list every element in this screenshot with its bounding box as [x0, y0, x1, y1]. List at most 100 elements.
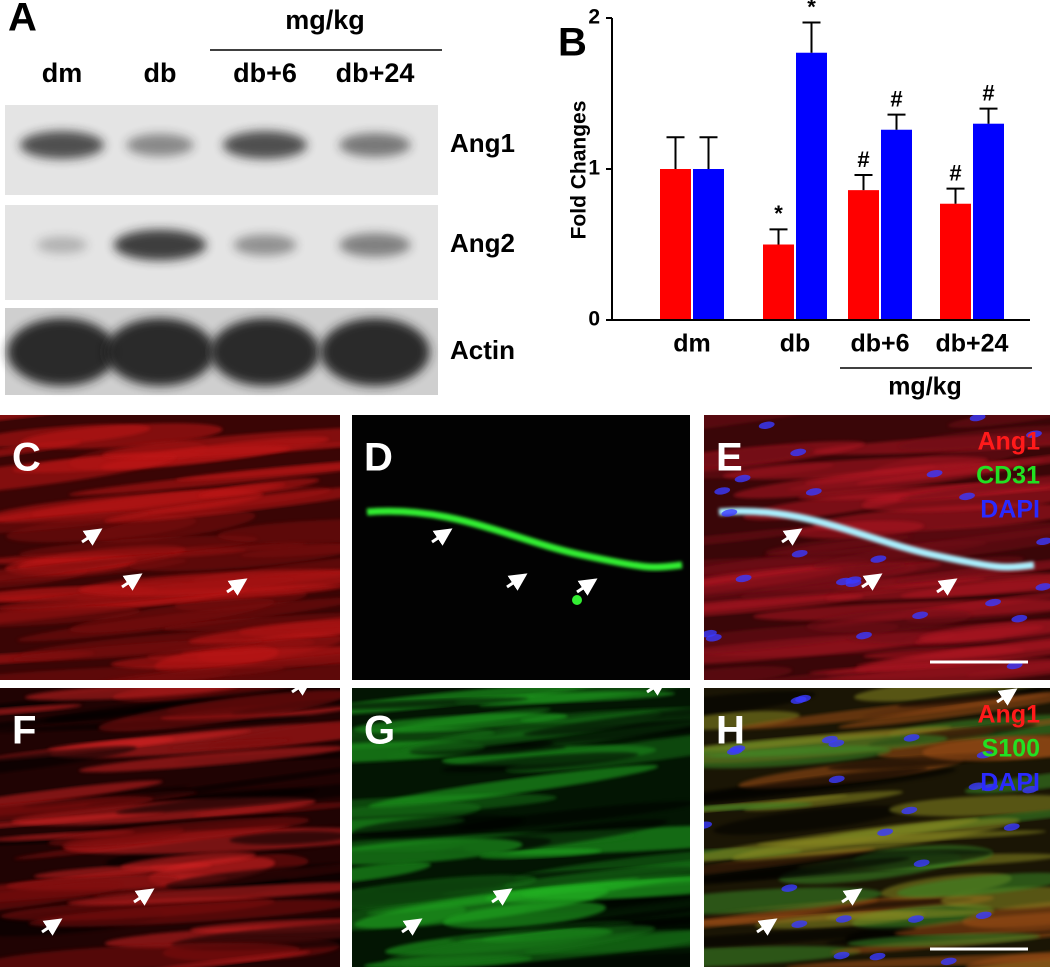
blot-band — [210, 318, 320, 386]
fiber — [825, 575, 1050, 601]
fiber — [352, 727, 495, 751]
blot-band — [126, 133, 194, 157]
lane-label: dm — [42, 58, 83, 88]
significance-mark: # — [890, 86, 902, 111]
arrow — [121, 573, 143, 591]
y-tick-label: 0 — [588, 308, 600, 331]
fiber — [713, 805, 904, 835]
micrograph: E Ang1 CD31 DAPI — [704, 415, 1050, 680]
fiber — [90, 510, 256, 543]
image-content — [704, 688, 1050, 967]
fiber — [464, 713, 690, 748]
nucleus — [985, 598, 1001, 607]
fiber — [188, 610, 340, 644]
fiber — [443, 901, 607, 929]
fiber — [847, 933, 1041, 947]
significance-mark: # — [857, 147, 869, 172]
fiber — [854, 634, 1050, 672]
fiber — [352, 697, 529, 710]
fiber — [171, 920, 340, 951]
arrow — [861, 573, 883, 591]
nucleus — [959, 492, 975, 501]
fiber — [352, 712, 568, 733]
fiber — [0, 942, 301, 967]
blot-band — [339, 133, 411, 157]
fiber — [704, 690, 816, 721]
fiber — [523, 696, 690, 736]
nucleus — [735, 574, 752, 583]
nucleus — [975, 911, 992, 920]
arrow — [936, 578, 958, 596]
fiber — [704, 726, 952, 754]
error-bar — [666, 136, 685, 169]
nucleus — [795, 694, 811, 703]
x-tick-label: dm — [673, 330, 711, 358]
error-bar — [802, 21, 821, 53]
fiber — [120, 852, 257, 870]
nucleus — [926, 469, 943, 478]
nucleus — [790, 448, 807, 457]
fiber — [947, 415, 1050, 428]
x-tick-label: db+6 — [850, 330, 909, 358]
arrow — [226, 578, 248, 596]
fiber — [922, 736, 1050, 762]
fiber — [704, 666, 793, 680]
fiber — [898, 425, 1050, 451]
legend-entry: CD31 — [976, 462, 1040, 490]
nucleus — [1006, 661, 1023, 670]
fiber — [384, 925, 656, 966]
nucleus — [969, 415, 986, 422]
lane-label: db+6 — [233, 58, 297, 88]
error-bar — [854, 174, 873, 191]
panel-label: G — [364, 709, 395, 753]
panel-label: D — [364, 436, 393, 480]
nucleus — [1036, 537, 1050, 546]
micrograph: F — [0, 688, 340, 967]
bar — [973, 123, 1004, 320]
image-content — [352, 688, 690, 967]
legend-entry: DAPI — [980, 769, 1040, 797]
fiber — [492, 952, 690, 967]
arrow — [756, 918, 778, 936]
fiber — [217, 518, 340, 544]
blot-band — [339, 233, 411, 257]
y-tick-label: 2 — [588, 6, 600, 29]
fiber — [704, 946, 862, 967]
fiber — [896, 872, 1050, 898]
fiber — [110, 646, 340, 669]
fiber — [704, 767, 928, 802]
nucleus — [1003, 823, 1020, 831]
panel-label: H — [716, 709, 745, 753]
fiber — [354, 887, 609, 929]
fiber — [441, 752, 639, 773]
nucleus — [913, 859, 930, 867]
nucleus — [982, 783, 999, 792]
x-tick-label: db+24 — [936, 330, 1009, 358]
nucleus — [901, 806, 918, 815]
nucleus — [791, 549, 808, 558]
nucleus — [828, 739, 845, 748]
significance-mark: * — [807, 0, 816, 19]
fiber — [964, 769, 1050, 794]
fiber — [894, 908, 1050, 937]
fiber — [722, 456, 989, 480]
nucleus — [903, 734, 920, 742]
bar — [796, 52, 827, 320]
fiber — [704, 887, 882, 915]
fiber — [115, 777, 340, 814]
fiber — [448, 904, 690, 941]
fiber — [352, 862, 432, 885]
bar — [881, 129, 912, 320]
image-content — [704, 415, 1050, 680]
fiber — [0, 453, 177, 499]
fiber — [918, 619, 1050, 642]
panel-label: F — [12, 709, 36, 753]
blot-band — [36, 236, 88, 254]
fiber — [704, 927, 917, 951]
arrow — [841, 888, 863, 906]
fiber — [69, 598, 275, 633]
legend-entry: DAPI — [980, 496, 1040, 524]
nucleus — [1026, 430, 1042, 438]
fiber — [704, 525, 841, 554]
